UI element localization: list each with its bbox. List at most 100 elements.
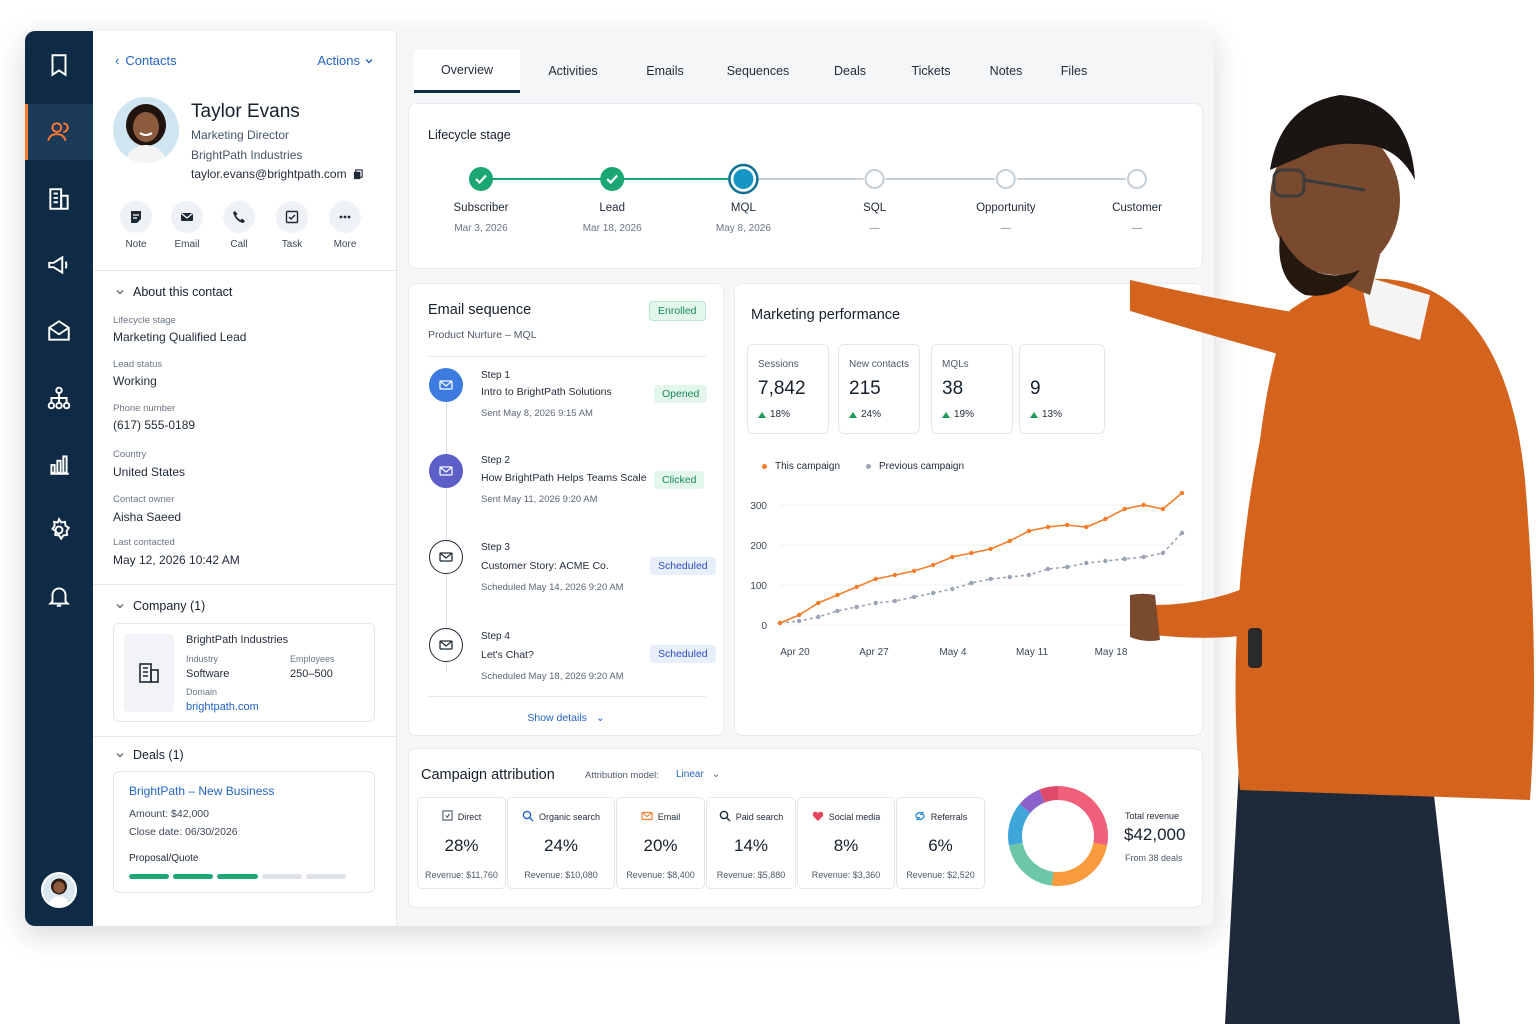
deal-card[interactable]: BrightPath – New Business Amount: $42,00… [113, 771, 375, 893]
data-point[interactable] [873, 600, 878, 606]
donut-slice-organic-search[interactable] [1051, 842, 1108, 886]
data-point[interactable] [988, 576, 993, 582]
attribution-model-select[interactable]: Linear ⌄ [676, 769, 720, 780]
donut-slice-referrals[interactable] [1039, 786, 1059, 803]
tab-emails[interactable]: Emails [646, 64, 684, 78]
quick-action-note[interactable]: Note [112, 201, 160, 250]
data-point[interactable] [950, 586, 955, 592]
companies-icon[interactable] [25, 171, 93, 227]
attribution-card-referrals[interactable]: Referrals 6% Revenue: $2,520 [896, 797, 985, 889]
quick-action-call[interactable]: Call [215, 201, 263, 250]
inbox-icon[interactable] [25, 303, 93, 359]
deals-section-toggle[interactable]: Deals (1) [115, 748, 184, 762]
data-point[interactable] [854, 604, 859, 610]
data-point[interactable] [1026, 528, 1032, 534]
data-point[interactable] [1103, 516, 1108, 522]
data-point[interactable] [988, 546, 993, 552]
data-point[interactable] [1045, 524, 1051, 530]
bell-icon[interactable] [25, 568, 93, 624]
tab-overview[interactable]: Overview [414, 49, 520, 93]
stat-card-fourth[interactable]: 9 13% [1019, 344, 1105, 434]
stat-card-new-contacts[interactable]: New contacts 215 24% [838, 344, 920, 434]
property-value-country[interactable]: United States [113, 465, 186, 479]
quick-action-email[interactable]: Email [163, 201, 211, 250]
property-value-lead-status[interactable]: Working [113, 374, 157, 388]
data-point[interactable] [1141, 502, 1146, 508]
lifecycle-stage-subscriber-icon[interactable] [469, 167, 493, 191]
tab-sequences[interactable]: Sequences [726, 64, 790, 78]
donut-slice-direct[interactable] [1057, 786, 1108, 846]
data-point[interactable] [835, 608, 840, 614]
data-point[interactable] [816, 614, 821, 620]
lifecycle-stage-customer-icon[interactable] [1127, 169, 1147, 189]
data-point[interactable] [873, 576, 878, 582]
attribution-card-organic-search[interactable]: Organic search 24% Revenue: $10,080 [507, 797, 615, 889]
data-point[interactable] [1007, 538, 1012, 544]
domain-link[interactable]: brightpath.com [186, 701, 259, 713]
data-point[interactable] [1026, 572, 1032, 578]
data-point[interactable] [950, 554, 955, 560]
data-point[interactable] [777, 620, 783, 626]
attribution-card-social-media[interactable]: Social media 8% Revenue: $3,360 [797, 797, 895, 889]
back-to-contacts-link[interactable]: ‹ Contacts [115, 53, 177, 68]
data-point[interactable] [796, 612, 802, 618]
tab-deals[interactable]: Deals [834, 64, 866, 78]
data-point[interactable] [1064, 522, 1070, 528]
property-value-lifecycle[interactable]: Marketing Qualified Lead [113, 330, 247, 344]
property-value-phone[interactable]: (617) 555-0189 [113, 418, 196, 432]
data-point[interactable] [835, 592, 840, 598]
data-point[interactable] [1103, 558, 1108, 564]
step-title[interactable]: Let's Chat? [481, 649, 534, 661]
workflow-icon[interactable] [25, 370, 93, 426]
data-point[interactable] [1160, 550, 1166, 556]
tab-activities[interactable]: Activities [548, 64, 598, 78]
lifecycle-stage-mql-icon[interactable] [728, 163, 759, 195]
quick-action-task[interactable]: Task [268, 201, 316, 250]
about-section-toggle[interactable]: About this contact [115, 285, 232, 299]
data-point[interactable] [930, 590, 936, 596]
data-point[interactable] [816, 600, 821, 606]
data-point[interactable] [1007, 574, 1012, 580]
step-title[interactable]: Intro to BrightPath Solutions [481, 386, 612, 398]
settings-icon[interactable] [25, 502, 93, 558]
data-point[interactable] [854, 584, 859, 590]
reports-icon[interactable] [25, 436, 93, 492]
show-details-link[interactable]: Show details ⌄ [409, 712, 723, 724]
tab-tickets[interactable]: Tickets [911, 64, 951, 78]
copy-icon[interactable] [353, 168, 364, 180]
data-point[interactable] [1179, 530, 1185, 536]
data-point[interactable] [1064, 564, 1070, 570]
donut-slice-social-media[interactable] [1019, 789, 1046, 814]
company-card[interactable]: BrightPath Industries Industry Software … [113, 623, 375, 722]
company-section-toggle[interactable]: Company (1) [115, 599, 205, 613]
data-point[interactable] [1179, 490, 1185, 496]
actions-menu-button[interactable]: Actions [317, 53, 374, 68]
contact-email[interactable]: taylor.evans@brightpath.com [191, 167, 364, 181]
data-point[interactable] [930, 562, 936, 568]
tab-notes[interactable]: Notes [989, 64, 1023, 78]
bookmark-icon[interactable] [25, 37, 93, 93]
data-point[interactable] [1045, 566, 1051, 572]
attribution-card-email[interactable]: Email 20% Revenue: $8,400 [616, 797, 705, 889]
data-point[interactable] [1160, 506, 1166, 512]
data-point[interactable] [892, 598, 898, 604]
data-point[interactable] [969, 580, 974, 586]
contacts-icon[interactable] [25, 104, 93, 160]
megaphone-icon[interactable] [25, 237, 93, 293]
data-point[interactable] [969, 550, 974, 556]
lifecycle-stage-sql-icon[interactable] [864, 169, 885, 189]
data-point[interactable] [1084, 560, 1089, 566]
tab-files[interactable]: Files [1060, 64, 1088, 78]
data-point[interactable] [1122, 506, 1127, 512]
data-point[interactable] [911, 594, 917, 600]
step-title[interactable]: Customer Story: ACME Co. [481, 560, 609, 572]
data-point[interactable] [1122, 556, 1127, 562]
property-value-owner[interactable]: Aisha Saeed [113, 510, 182, 524]
donut-slice-email[interactable] [1008, 842, 1054, 886]
donut-slice-paid-search[interactable] [1008, 804, 1031, 846]
data-point[interactable] [1141, 554, 1146, 560]
attribution-card-direct[interactable]: Direct 28% Revenue: $11,760 [417, 797, 506, 889]
attribution-card-paid-search[interactable]: Paid search 14% Revenue: $5,880 [706, 797, 796, 889]
stat-card-mqls[interactable]: MQLs 38 19% [931, 344, 1013, 434]
deal-name-link[interactable]: BrightPath – New Business [129, 784, 275, 798]
